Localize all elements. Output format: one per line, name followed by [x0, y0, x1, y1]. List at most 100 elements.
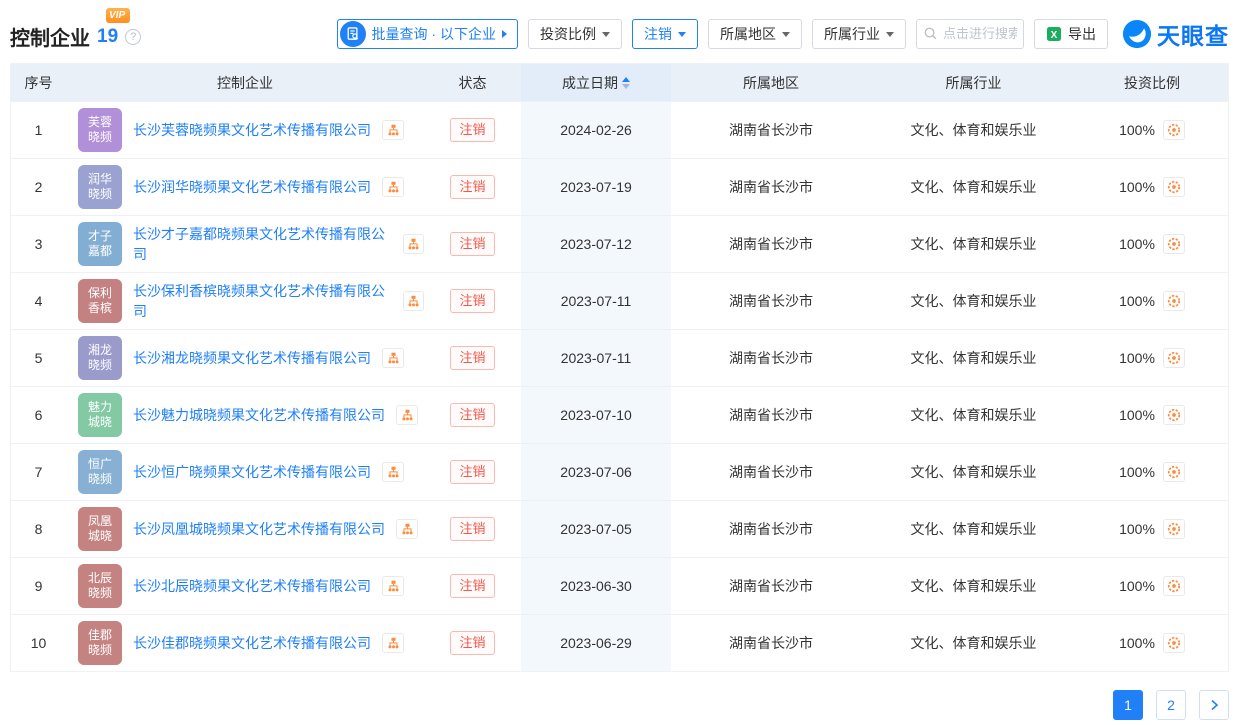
- batch-query-button[interactable]: 批量查询 · 以下企业: [336, 18, 518, 49]
- region: 湖南省长沙市: [729, 407, 813, 423]
- logo-text-line2: 香槟: [87, 301, 112, 315]
- region: 湖南省长沙市: [729, 635, 813, 651]
- ratio-cell: 100%: [1076, 291, 1228, 311]
- company-cell: 魅力 城晓 长沙魅力城晓频果文化艺术传播有限公司: [66, 393, 424, 437]
- equity-structure-icon[interactable]: [382, 348, 404, 368]
- caret-down-icon: [678, 32, 686, 37]
- company-cell: 润华 晓频 长沙润华晓频果文化艺术传播有限公司: [66, 165, 424, 209]
- company-name-link[interactable]: 长沙湘龙晓频果文化艺术传播有限公司: [133, 350, 371, 366]
- company-logo: 芙蓉 晓频: [78, 108, 122, 152]
- next-page-button[interactable]: [1199, 690, 1229, 720]
- company-name-link[interactable]: 长沙才子嘉都晓频果文化艺术传播有限公司: [133, 226, 385, 262]
- company-name-link[interactable]: 长沙芙蓉晓频果文化艺术传播有限公司: [133, 122, 371, 138]
- establish-date: 2023-07-06: [521, 444, 671, 500]
- export-button[interactable]: X 导出: [1034, 18, 1108, 49]
- company-name-link[interactable]: 长沙凤凰城晓频果文化艺术传播有限公司: [133, 521, 385, 537]
- ratio-cell: 100%: [1076, 633, 1228, 653]
- equity-structure-icon[interactable]: [382, 462, 404, 482]
- row-index: 10: [30, 635, 47, 651]
- export-label: 导出: [1068, 25, 1096, 42]
- chevron-right-icon: [502, 29, 507, 38]
- equity-structure-icon[interactable]: [402, 291, 424, 311]
- page-button-1[interactable]: 1: [1113, 690, 1143, 720]
- top-bar: 控制企业 VIP 19 ? 批量查询 · 以下企业: [10, 0, 1229, 63]
- row-index: 4: [34, 293, 43, 309]
- help-icon[interactable]: ?: [125, 28, 142, 45]
- logo-text-line2: 晓频: [87, 472, 112, 486]
- company-logo: 恒广 晓频: [78, 450, 122, 494]
- caret-down-icon: [782, 32, 790, 37]
- investment-coin-icon[interactable]: [1162, 405, 1185, 425]
- ratio-cell: 100%: [1076, 348, 1228, 368]
- filter-investment-ratio[interactable]: 投资比例: [528, 18, 622, 49]
- table-row: 8 凤凰 城晓 长沙凤凰城晓频果文化艺术传播有限公司 注销 2023-07-05…: [11, 500, 1228, 557]
- company-name-link[interactable]: 长沙佳郡晓频果文化艺术传播有限公司: [133, 635, 371, 651]
- table-row: 5 湘龙 晓频 长沙湘龙晓频果文化艺术传播有限公司 注销 2023-07-11 …: [11, 329, 1228, 386]
- establish-date: 2023-07-11: [521, 330, 671, 386]
- industry: 文化、体育和娱乐业: [910, 179, 1037, 195]
- industry: 文化、体育和娱乐业: [910, 464, 1037, 480]
- investment-coin-icon[interactable]: [1162, 177, 1185, 197]
- region: 湖南省长沙市: [729, 236, 813, 252]
- equity-structure-icon[interactable]: [396, 519, 418, 539]
- title-group: 控制企业 VIP 19 ?: [10, 8, 142, 51]
- batch-query-icon: [339, 20, 366, 47]
- filter-label: 所属行业: [824, 25, 880, 42]
- company-logo: 魅力 城晓: [78, 393, 122, 437]
- investment-coin-icon[interactable]: [1162, 633, 1185, 653]
- tianyancha-logo-icon: [1122, 19, 1152, 49]
- status-badge: 注销: [450, 346, 495, 370]
- pagination: 1 2: [10, 690, 1229, 720]
- equity-structure-icon[interactable]: [382, 120, 404, 140]
- company-name-link[interactable]: 长沙魅力城晓频果文化艺术传播有限公司: [133, 407, 385, 423]
- equity-structure-icon[interactable]: [396, 405, 418, 425]
- status-cell: 注销: [424, 346, 521, 370]
- logo-text-line1: 才子: [87, 229, 112, 243]
- status-cell: 注销: [424, 517, 521, 541]
- investment-coin-icon[interactable]: [1162, 291, 1185, 311]
- company-logo: 才子 嘉都: [78, 222, 122, 266]
- ratio-value: 100%: [1119, 293, 1155, 309]
- region: 湖南省长沙市: [729, 122, 813, 138]
- investment-coin-icon[interactable]: [1162, 120, 1185, 140]
- equity-structure-icon[interactable]: [382, 177, 404, 197]
- equity-structure-icon[interactable]: [402, 234, 424, 254]
- toolbar: 批量查询 · 以下企业 投资比例 注销 所属地区 所属行业: [336, 17, 1229, 51]
- ratio-value: 100%: [1119, 179, 1155, 195]
- region: 湖南省长沙市: [729, 293, 813, 309]
- industry: 文化、体育和娱乐业: [910, 407, 1037, 423]
- row-index: 2: [34, 179, 43, 195]
- page-button-2[interactable]: 2: [1156, 690, 1186, 720]
- region: 湖南省长沙市: [729, 179, 813, 195]
- company-logo: 保利 香槟: [78, 279, 122, 323]
- status-cell: 注销: [424, 175, 521, 199]
- filter-industry[interactable]: 所属行业: [812, 18, 906, 49]
- investment-coin-icon[interactable]: [1162, 519, 1185, 539]
- company-name-link[interactable]: 长沙恒广晓频果文化艺术传播有限公司: [133, 464, 371, 480]
- col-header-date[interactable]: 成立日期: [521, 64, 671, 101]
- table-row: 6 魅力 城晓 长沙魅力城晓频果文化艺术传播有限公司 注销 2023-07-10…: [11, 386, 1228, 443]
- company-name-link[interactable]: 长沙保利香槟晓频果文化艺术传播有限公司: [133, 283, 385, 319]
- equity-structure-icon[interactable]: [382, 576, 404, 596]
- sort-icon[interactable]: [622, 76, 630, 89]
- ratio-value: 100%: [1119, 236, 1155, 252]
- filter-region[interactable]: 所属地区: [708, 18, 802, 49]
- excel-icon: X: [1046, 26, 1062, 42]
- ratio-value: 100%: [1119, 350, 1155, 366]
- company-logo: 湘龙 晓频: [78, 336, 122, 380]
- investment-coin-icon[interactable]: [1162, 462, 1185, 482]
- svg-text:X: X: [1051, 30, 1058, 41]
- filter-status[interactable]: 注销: [632, 18, 698, 49]
- company-name-link[interactable]: 长沙北辰晓频果文化艺术传播有限公司: [133, 578, 371, 594]
- status-badge: 注销: [450, 289, 495, 313]
- vip-badge: VIP: [106, 8, 131, 23]
- investment-coin-icon[interactable]: [1162, 234, 1185, 254]
- logo-text-line2: 晓频: [87, 643, 112, 657]
- logo-text-line1: 芙蓉: [87, 115, 112, 129]
- equity-structure-icon[interactable]: [382, 633, 404, 653]
- establish-date: 2023-07-05: [521, 501, 671, 557]
- company-name-link[interactable]: 长沙润华晓频果文化艺术传播有限公司: [133, 179, 371, 195]
- investment-coin-icon[interactable]: [1162, 348, 1185, 368]
- logo-text-line1: 润华: [87, 172, 112, 186]
- investment-coin-icon[interactable]: [1162, 576, 1185, 596]
